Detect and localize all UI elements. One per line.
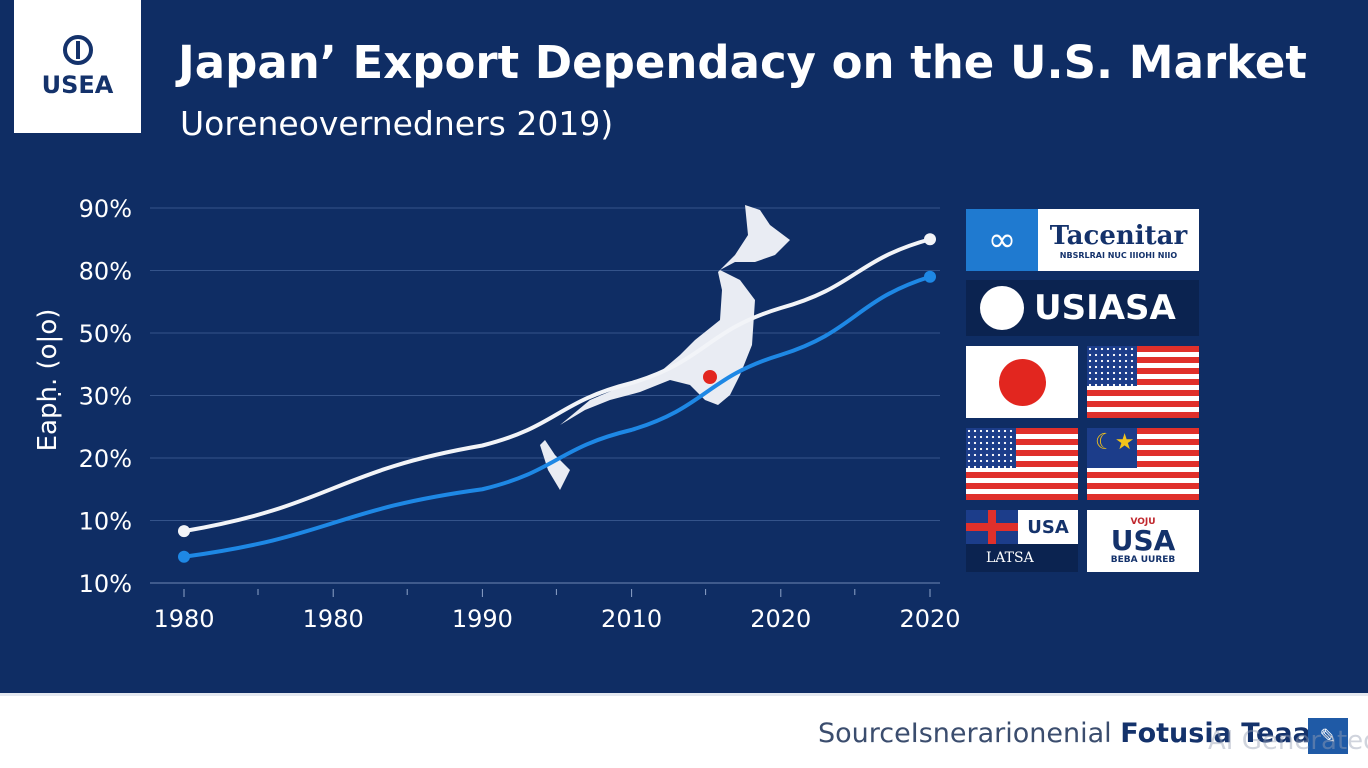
x-tick-label: 2020 xyxy=(899,605,960,633)
chart-title: Japan’ Export Dependacy on the U.S. Mark… xyxy=(178,36,1307,89)
y-tick-label: 20% xyxy=(79,445,132,473)
watermark: AI Generated xyxy=(1208,726,1368,756)
location-marker xyxy=(703,370,717,384)
blue-series-point xyxy=(924,270,936,283)
chart-subtitle: Uoreneovernedners 2019) xyxy=(180,104,614,143)
source-org: Fotusia Teaa xyxy=(1120,718,1311,749)
x-tick-label: 2010 xyxy=(601,605,662,633)
usa-badge-card: VOJU USA BEBA UUREB xyxy=(1087,510,1199,572)
card-title: USIASA xyxy=(1034,288,1176,328)
crescent-flag-icon: ☾★ xyxy=(1087,428,1199,500)
japan-map xyxy=(540,205,790,490)
card-title: Tacenitar xyxy=(1049,220,1188,251)
blue-series-line xyxy=(183,274,931,559)
usiasa-card: USIASA xyxy=(966,280,1199,336)
x-tick-label: 1980 xyxy=(303,605,364,633)
japan-flag-icon xyxy=(966,346,1078,418)
usa-label: USA xyxy=(1018,510,1078,544)
us-flag-icon xyxy=(966,428,1078,500)
card-label: LATSA xyxy=(986,550,1034,566)
x-tick-label: 1990 xyxy=(452,605,513,633)
white-series-point xyxy=(178,525,190,538)
y-tick-label: 10% xyxy=(79,508,132,536)
y-tick-label: 30% xyxy=(79,383,132,411)
card-subtitle: NBSRLRAI NUC IIIOHI NIIO xyxy=(1059,250,1178,260)
x-tick-label: 1980 xyxy=(153,605,214,633)
white-series-point xyxy=(924,233,936,246)
y-tick-label: 50% xyxy=(79,320,132,348)
line-chart: 10% 10% 20% 30% 50% 80% 90% 1980 1980 1990 2010 202… xyxy=(79,195,960,633)
uk-usa-card: USA LATSA xyxy=(966,510,1078,572)
y-tick-label: 90% xyxy=(79,195,132,223)
logo-text: USEA xyxy=(41,70,114,99)
globe-tree-icon xyxy=(62,34,93,65)
y-tick-label: 10% xyxy=(79,570,132,598)
badge-bottom: BEBA UUREB xyxy=(1110,555,1176,565)
footer-logo-icon: ✎ xyxy=(1308,718,1348,754)
white-series-line xyxy=(183,237,931,534)
source-prefix: SourceIsnerarionenial xyxy=(818,718,1112,749)
uk-flag-icon xyxy=(966,510,1018,544)
y-tick-label: 80% xyxy=(79,258,132,286)
emblem-icon xyxy=(980,286,1024,330)
badge-top: VOJU xyxy=(1130,517,1156,527)
tacenitar-card: ∞ Tacenitar NBSRLRAI NUC IIIOHI NIIO xyxy=(966,209,1199,271)
footer: SourceIsnerarionenial Fotusia Teaa ✎ AI … xyxy=(0,693,1368,768)
blue-series-point xyxy=(178,550,190,563)
source-text: SourceIsnerarionenial Fotusia Teaa xyxy=(818,718,1311,749)
us-flag-icon xyxy=(1087,346,1199,418)
badge-main: USA xyxy=(1110,524,1176,557)
usea-logo: USEA xyxy=(14,0,141,133)
x-tick-label: 2020 xyxy=(750,605,811,633)
hands-icon: ∞ xyxy=(966,209,1038,271)
